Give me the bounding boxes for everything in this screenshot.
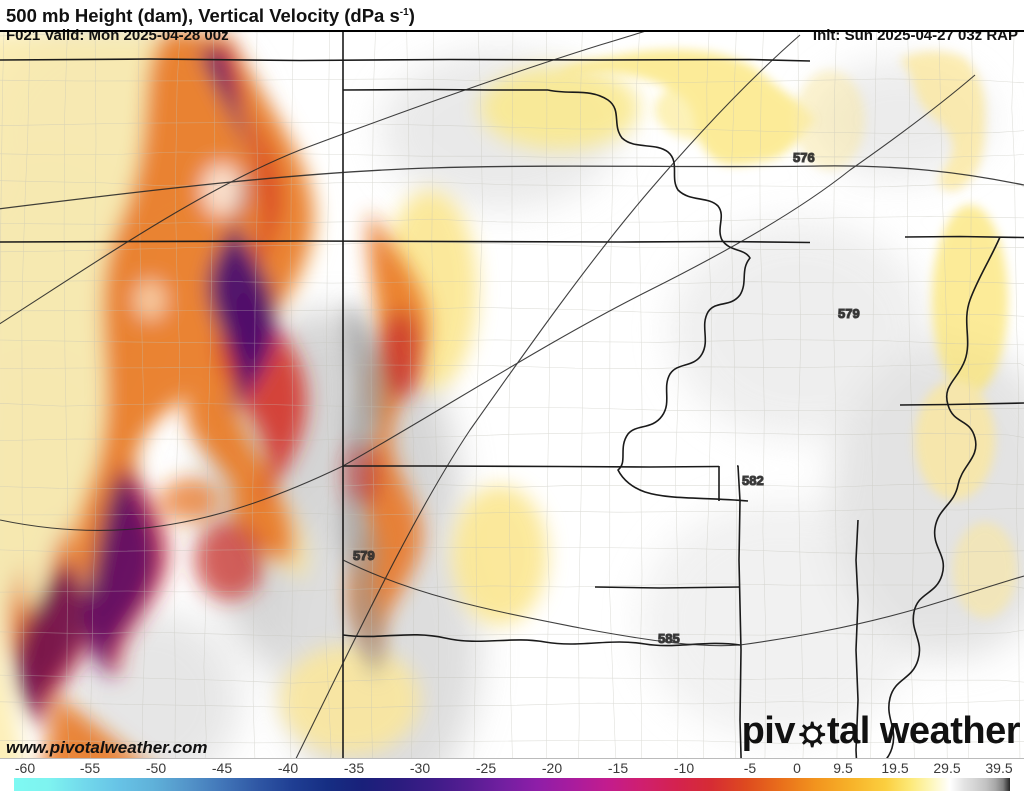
svg-text:576: 576 bbox=[793, 150, 815, 165]
svg-text:579: 579 bbox=[838, 306, 860, 321]
svg-text:585: 585 bbox=[658, 631, 680, 646]
svg-text:579: 579 bbox=[353, 548, 375, 563]
svg-text:582: 582 bbox=[742, 473, 764, 488]
